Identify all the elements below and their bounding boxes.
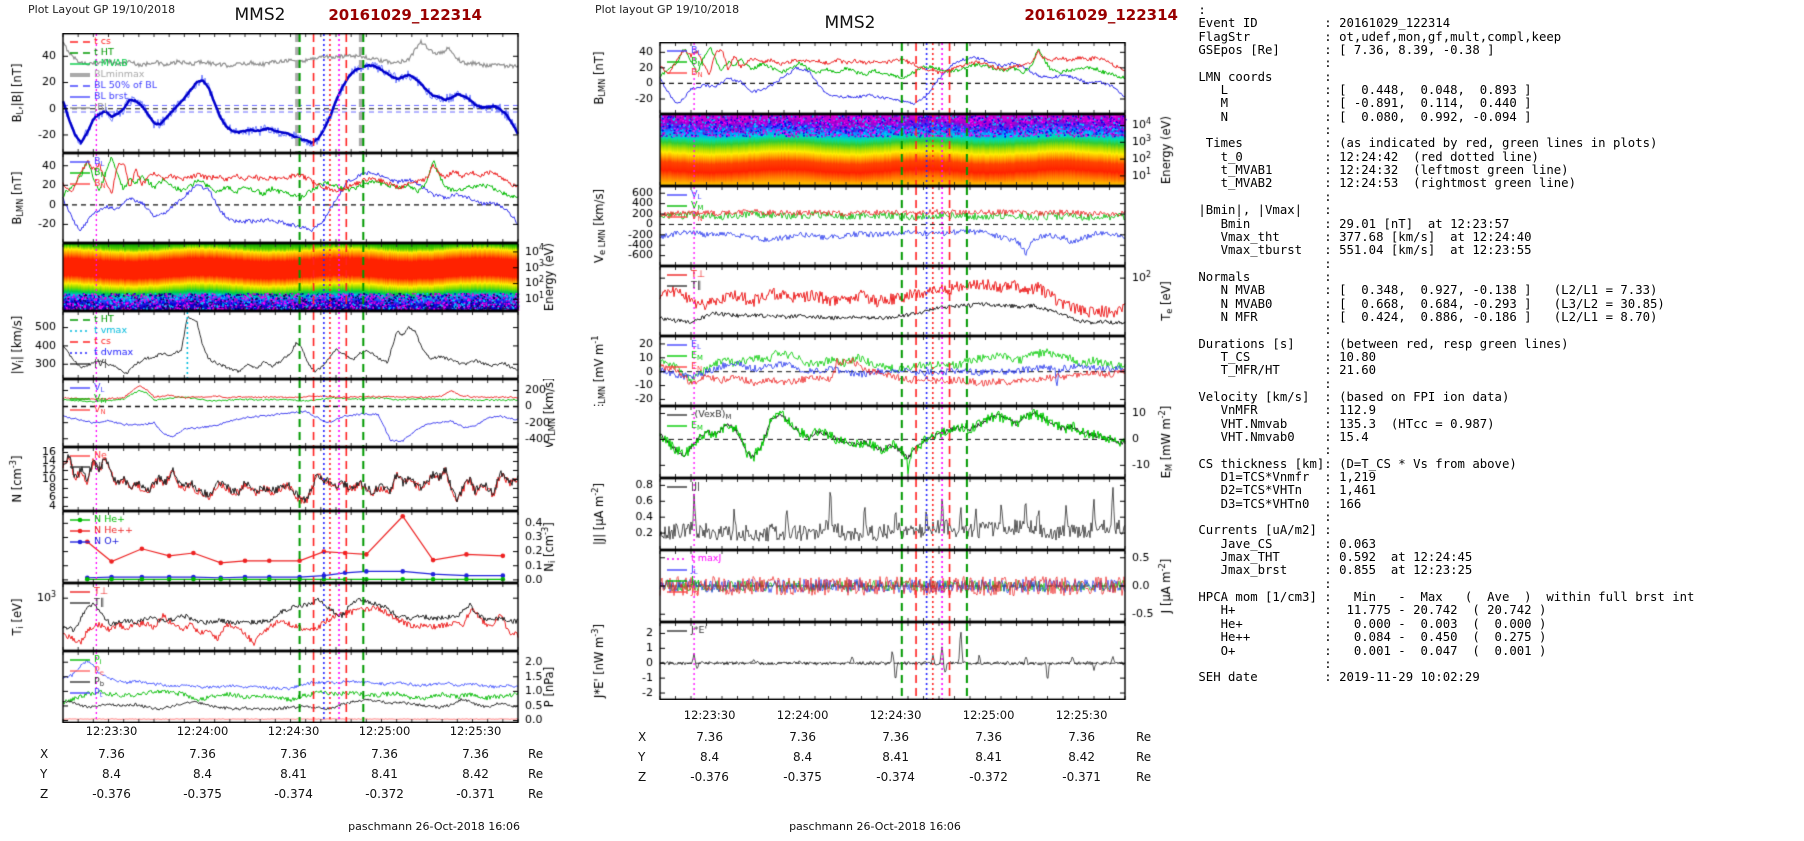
position-value: 7.36: [371, 747, 398, 761]
position-value: 8.41: [975, 750, 1002, 764]
time-tick-label: 12:24:30: [267, 724, 320, 738]
position-value: 8.4: [101, 767, 122, 781]
position-value: -0.371: [1062, 770, 1101, 784]
position-value: 8.41: [371, 767, 398, 781]
panel-em-vexb-canvas: [560, 406, 1185, 478]
middle-event-id-label: 20161029_122314: [1024, 6, 1178, 24]
position-value: 8.41: [882, 750, 909, 764]
middle-panel-stack: [560, 42, 1185, 700]
time-tick-label: 12:24:00: [176, 724, 229, 738]
left-spacecraft-title: MMS2: [234, 5, 286, 25]
panel-ti-canvas: [0, 583, 560, 651]
panel-bl-babs-canvas: [0, 33, 560, 153]
position-value: -0.372: [969, 770, 1008, 784]
middle-spacecraft-title: MMS2: [824, 13, 876, 33]
panel-e-lmn-canvas: [560, 336, 1185, 406]
position-value: 8.42: [1068, 750, 1095, 764]
position-value: 8.4: [793, 750, 813, 764]
left-layout-version-label: Plot Layout GP 19/10/2018: [28, 3, 176, 16]
time-tick-label: 12:24:00: [776, 708, 829, 722]
position-value: 7.36: [975, 730, 1002, 744]
left-plot-column: Plot Layout GP 19/10/2018 MMS2 20161029_…: [0, 0, 560, 841]
time-tick-label: 12:25:30: [449, 724, 502, 738]
position-value: 8.4: [192, 767, 213, 781]
position-value: -0.372: [365, 787, 404, 801]
position-row-label: Y: [40, 767, 48, 781]
time-tick-label: 12:25:00: [358, 724, 411, 738]
time-tick-label: 12:23:30: [683, 708, 736, 722]
position-value: 7.36: [882, 730, 909, 744]
position-value: 7.36: [789, 730, 816, 744]
time-tick-label: 12:24:30: [869, 708, 922, 722]
position-value: 8.42: [462, 767, 489, 781]
position-row-label: Z: [638, 770, 647, 784]
position-unit: Re: [528, 767, 544, 781]
panel-density-canvas: [0, 447, 560, 511]
left-event-id-label: 20161029_122314: [328, 6, 482, 24]
time-tick-label: 12:23:30: [85, 724, 138, 738]
panel-ion-spectrogram-canvas: [0, 243, 560, 311]
panel-ve-lmn-canvas: [560, 186, 1185, 266]
time-tick-label: 12:25:00: [962, 708, 1015, 722]
panel-pressure-canvas: [0, 651, 560, 723]
position-unit: Re: [528, 787, 544, 801]
position-value: 7.36: [189, 747, 216, 761]
position-unit: Re: [528, 747, 544, 761]
panel-b-lmn-canvas: [0, 153, 560, 243]
position-row-label: X: [638, 730, 647, 744]
time-tick-label: 12:25:30: [1055, 708, 1108, 722]
position-value: -0.371: [456, 787, 495, 801]
position-value: 7.36: [98, 747, 125, 761]
left-panel-stack: [0, 33, 560, 723]
position-value: 7.36: [462, 747, 489, 761]
panel-te-canvas: [560, 266, 1185, 336]
panel-minor-ion-density-canvas: [0, 511, 560, 583]
panel-vi-lmn-canvas: [0, 379, 560, 447]
position-value: -0.375: [783, 770, 822, 784]
panel-b-lmn-canvas: [560, 42, 1185, 114]
panel-j-dot-e-canvas: [560, 622, 1185, 700]
position-value: 7.36: [1068, 730, 1095, 744]
middle-layout-version-label: Plot layout GP 19/10/2018: [595, 3, 740, 16]
position-value: -0.376: [92, 787, 131, 801]
position-value: 8.41: [280, 767, 307, 781]
position-unit: Re: [1136, 770, 1152, 784]
position-value: 7.36: [696, 730, 723, 744]
panel-vi-mag-canvas: [0, 311, 560, 379]
middle-footer-credit: paschmann 26-Oct-2018 16:06: [789, 820, 961, 833]
event-info-text: : Event ID : 20161029_122314 FlagStr : o…: [1198, 3, 1695, 685]
event-info-panel: : Event ID : 20161029_122314 FlagStr : o…: [1185, 0, 1804, 841]
position-value: -0.376: [690, 770, 729, 784]
left-footer-credit: paschmann 26-Oct-2018 16:06: [348, 820, 520, 833]
position-value: -0.374: [876, 770, 915, 784]
position-value: 8.4: [700, 750, 720, 764]
position-value: -0.374: [274, 787, 313, 801]
position-unit: Re: [1136, 750, 1152, 764]
position-row-label: Y: [638, 750, 646, 764]
position-row-label: Z: [40, 787, 49, 801]
position-unit: Re: [1136, 730, 1152, 744]
position-value: 7.36: [280, 747, 307, 761]
panel-electron-spectrogram-canvas: [560, 114, 1185, 186]
position-row-label: X: [40, 747, 49, 761]
middle-plot-column: Plot layout GP 19/10/2018 MMS2 20161029_…: [560, 0, 1185, 841]
position-value: -0.375: [183, 787, 222, 801]
panel-j-mag-canvas: [560, 478, 1185, 550]
panel-j-lmn-canvas: [560, 550, 1185, 622]
